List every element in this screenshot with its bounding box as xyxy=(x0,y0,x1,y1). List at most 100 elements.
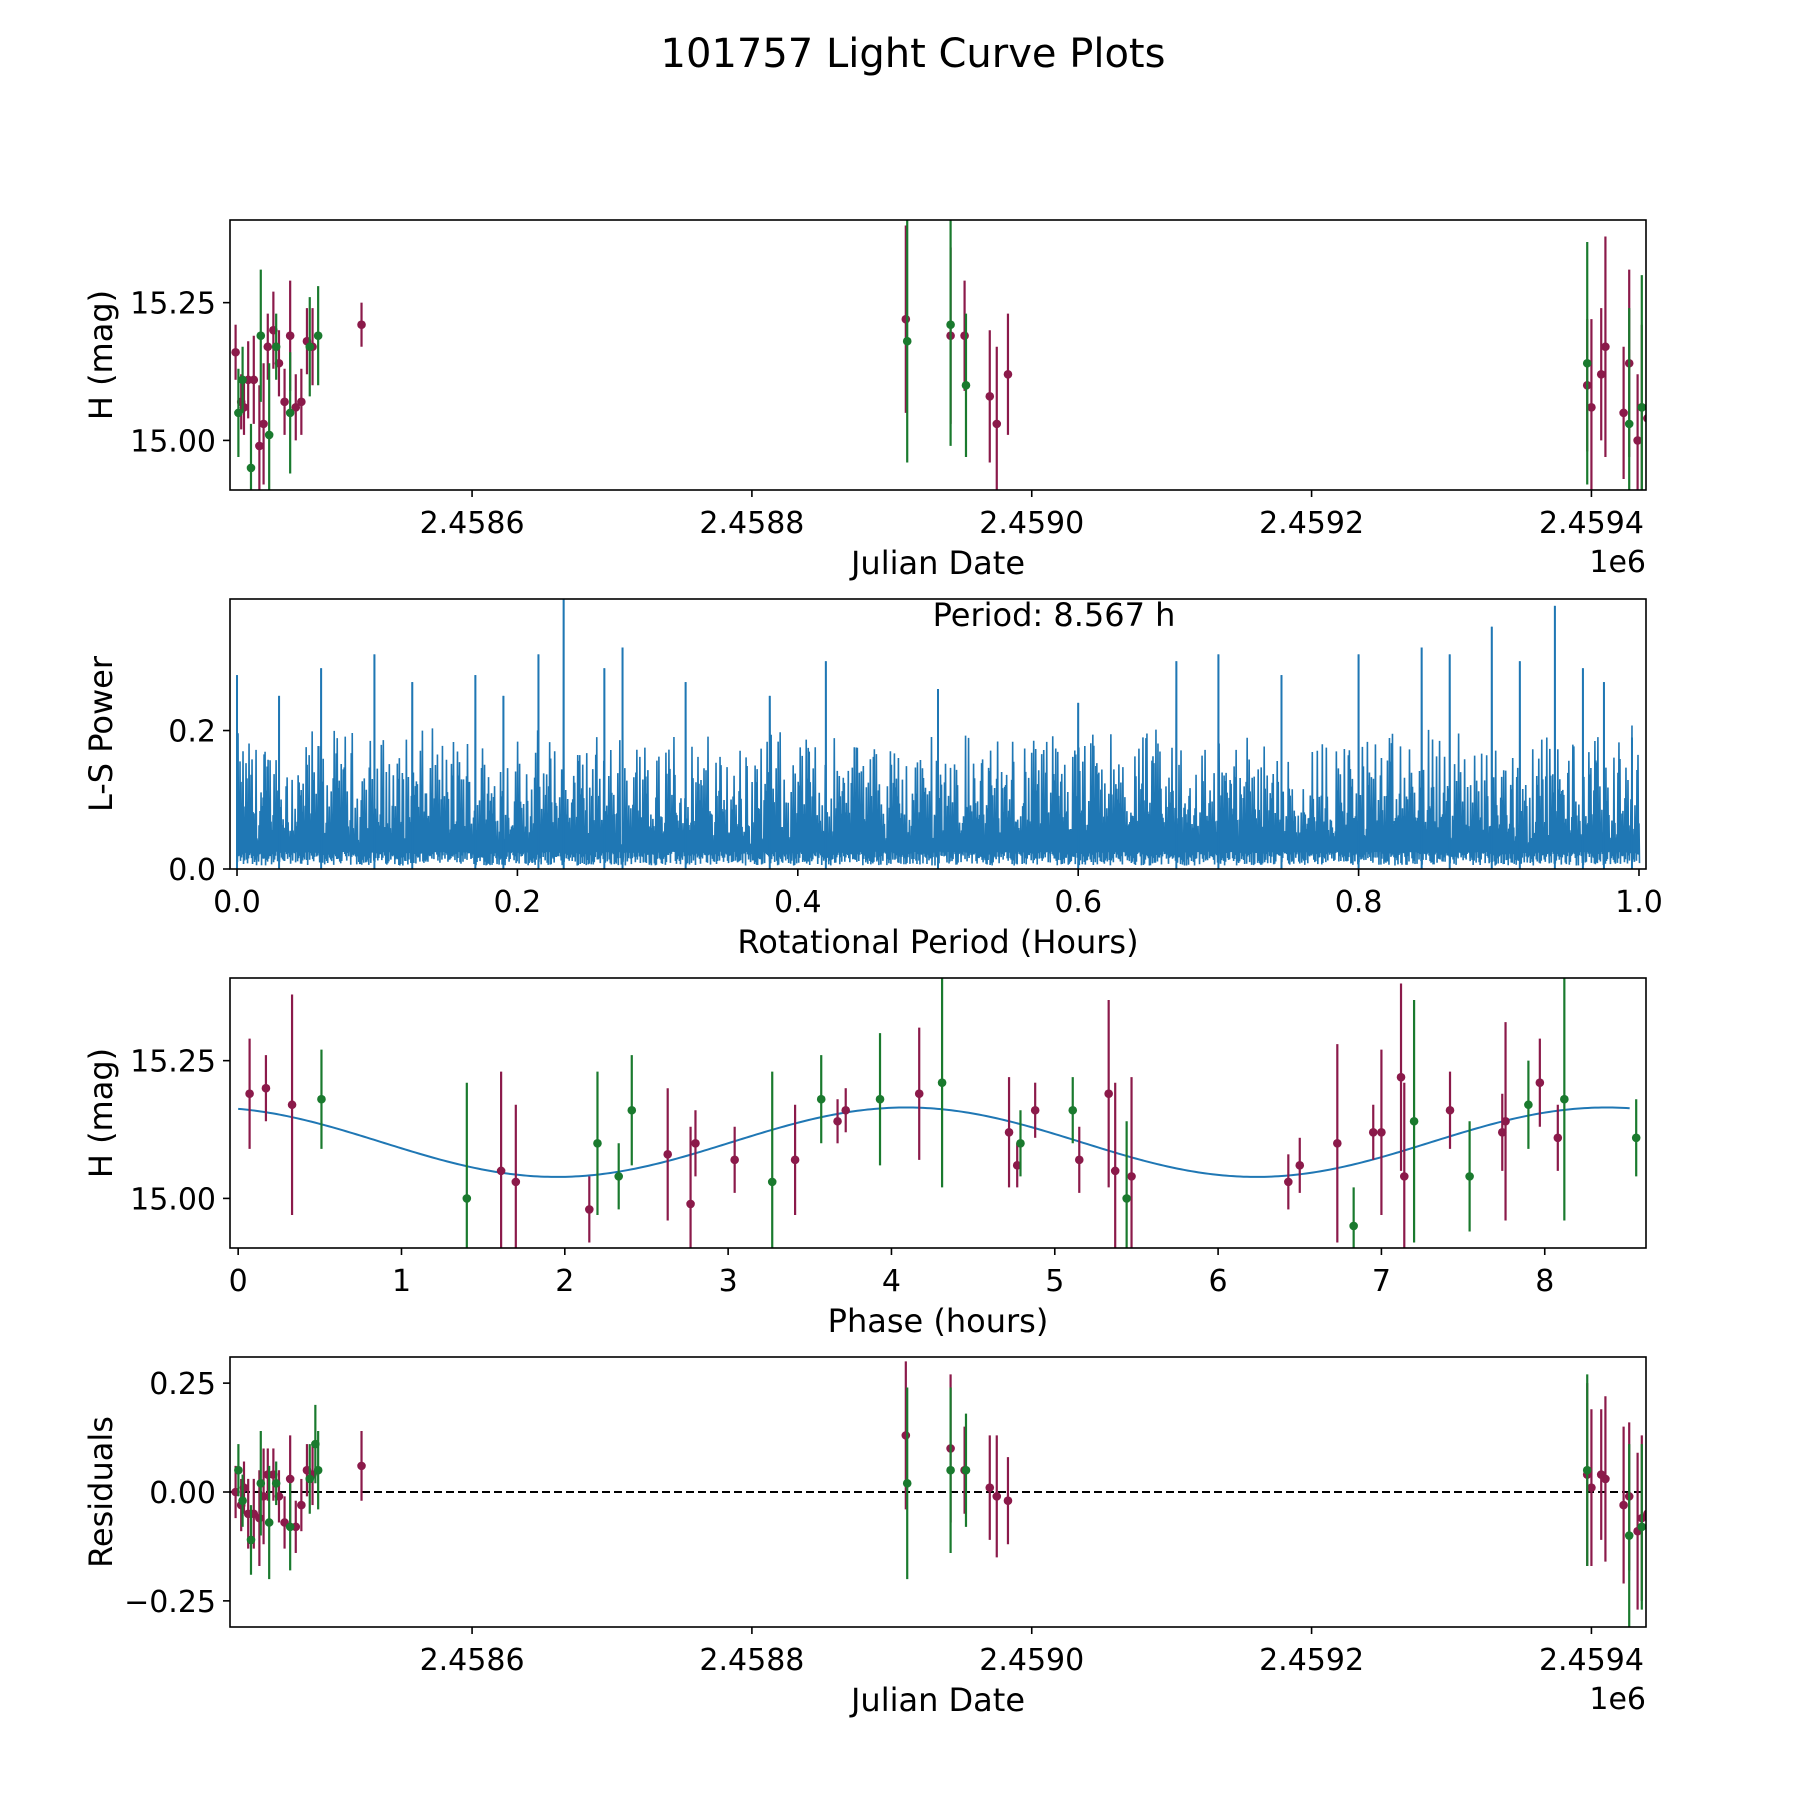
x-tick-label: 2.4590 xyxy=(979,506,1084,541)
data-point-g xyxy=(234,408,243,418)
x-tick-label: 3 xyxy=(719,1264,738,1299)
y-tick-label: −0.25 xyxy=(124,1585,216,1620)
data-point-r xyxy=(357,1461,366,1471)
data-point-g xyxy=(264,430,274,440)
data-point-r xyxy=(1596,369,1606,379)
data-point-r xyxy=(255,441,264,451)
data-point-r xyxy=(985,1483,995,1492)
x-offset-label: 1e6 xyxy=(1589,1682,1646,1717)
data-point-r xyxy=(285,1474,295,1484)
data-point-r xyxy=(663,1150,673,1159)
data-point-g xyxy=(285,1522,295,1532)
data-point-r xyxy=(496,1166,506,1176)
figure-title: 101757 Light Curve Plots xyxy=(661,31,1166,77)
data-point-g xyxy=(1624,1531,1634,1540)
data-point-r xyxy=(730,1155,739,1165)
data-point-r xyxy=(1553,1133,1563,1143)
data-point-r xyxy=(841,1105,851,1115)
data-point-g xyxy=(285,408,295,418)
data-point-g xyxy=(767,1177,777,1187)
data-point-g xyxy=(313,1465,323,1475)
data-point-g xyxy=(1349,1221,1358,1231)
data-point-g xyxy=(1631,1133,1641,1143)
data-point-r xyxy=(1110,1166,1120,1176)
data-point-g xyxy=(238,375,247,385)
data-point-r xyxy=(280,397,289,407)
y-tick-label: 0.2 xyxy=(168,715,216,750)
data-point-g xyxy=(1637,403,1646,412)
y-axis-label: H (mag) xyxy=(82,1048,120,1178)
data-point-g xyxy=(1582,358,1592,368)
data-point-g xyxy=(1068,1105,1078,1115)
x-axis-label: Julian Date xyxy=(849,544,1025,582)
data-point-r xyxy=(914,1089,924,1099)
data-point-g xyxy=(256,1478,266,1488)
y-axis-label: Residuals xyxy=(82,1416,120,1568)
data-point-g xyxy=(946,1465,955,1475)
data-point-r xyxy=(691,1139,700,1148)
data-point-g xyxy=(317,1094,326,1104)
x-tick-label: 1 xyxy=(392,1264,411,1299)
y-tick-label: 0.25 xyxy=(149,1367,216,1402)
period-annotation: Period: 8.567 h xyxy=(933,596,1176,634)
y-tick-label: 0.0 xyxy=(168,853,216,888)
x-tick-label: 1.0 xyxy=(1615,885,1663,920)
lightcurve-panel: 2.4586 2.4588 2.4590 2.4592 2.4594 15.00 15.25… xyxy=(82,219,1647,582)
data-point-r xyxy=(1497,1127,1507,1137)
data-point-g xyxy=(246,463,256,473)
x-axis-label: Julian Date xyxy=(849,1681,1025,1719)
data-point-g xyxy=(305,1474,315,1484)
data-point-r xyxy=(1601,342,1610,352)
data-point-g xyxy=(1624,419,1634,429)
data-point-r xyxy=(231,347,240,357)
data-point-r xyxy=(1643,414,1646,423)
data-point-g xyxy=(1465,1172,1474,1181)
data-point-r xyxy=(1368,1127,1378,1137)
data-point-r xyxy=(357,320,366,329)
data-point-g xyxy=(961,1465,971,1475)
data-point-g xyxy=(234,1465,243,1475)
data-point-r xyxy=(285,331,295,341)
x-tick-label: 8 xyxy=(1535,1264,1554,1299)
x-tick-label: 5 xyxy=(1045,1264,1064,1299)
x-tick-label: 2.4586 xyxy=(420,1643,525,1678)
x-tick-label: 2.4592 xyxy=(1259,506,1364,541)
data-point-r xyxy=(511,1177,521,1187)
data-point-r xyxy=(263,342,273,352)
data-point-g xyxy=(816,1094,826,1104)
data-point-r xyxy=(901,314,911,324)
data-point-g xyxy=(875,1094,885,1104)
data-point-r xyxy=(686,1199,695,1209)
data-point-g xyxy=(902,336,912,346)
data-point-g xyxy=(305,342,315,352)
data-point-r xyxy=(1601,1474,1610,1484)
data-point-g xyxy=(627,1105,637,1115)
data-point-g xyxy=(238,1496,247,1506)
y-axis-label: L-S Power xyxy=(82,655,120,812)
x-tick-label: 7 xyxy=(1372,1264,1391,1299)
data-point-g xyxy=(614,1172,624,1181)
x-tick-label: 2.4588 xyxy=(699,506,804,541)
data-point-r xyxy=(1619,1500,1628,1510)
x-tick-label: 0.4 xyxy=(774,885,822,920)
data-point-g xyxy=(462,1194,472,1203)
data-point-r xyxy=(585,1205,594,1214)
data-point-r xyxy=(1004,1127,1014,1137)
x-offset-label: 1e6 xyxy=(1589,545,1646,580)
data-point-r xyxy=(261,1083,271,1093)
data-point-g xyxy=(937,1078,947,1087)
data-point-g xyxy=(902,1478,912,1488)
data-point-r xyxy=(1643,1509,1646,1518)
data-point-r xyxy=(1003,369,1013,379)
x-tick-label: 2.4594 xyxy=(1539,506,1644,541)
data-point-r xyxy=(992,1492,1002,1501)
data-point-r xyxy=(985,392,995,401)
x-tick-label: 2 xyxy=(555,1264,574,1299)
data-point-r xyxy=(1377,1127,1386,1137)
data-point-g xyxy=(1016,1139,1025,1148)
data-point-g xyxy=(593,1139,602,1148)
y-tick-label: 15.25 xyxy=(130,287,216,322)
x-tick-label: 2.4594 xyxy=(1539,1643,1644,1678)
data-point-g xyxy=(1524,1100,1533,1110)
